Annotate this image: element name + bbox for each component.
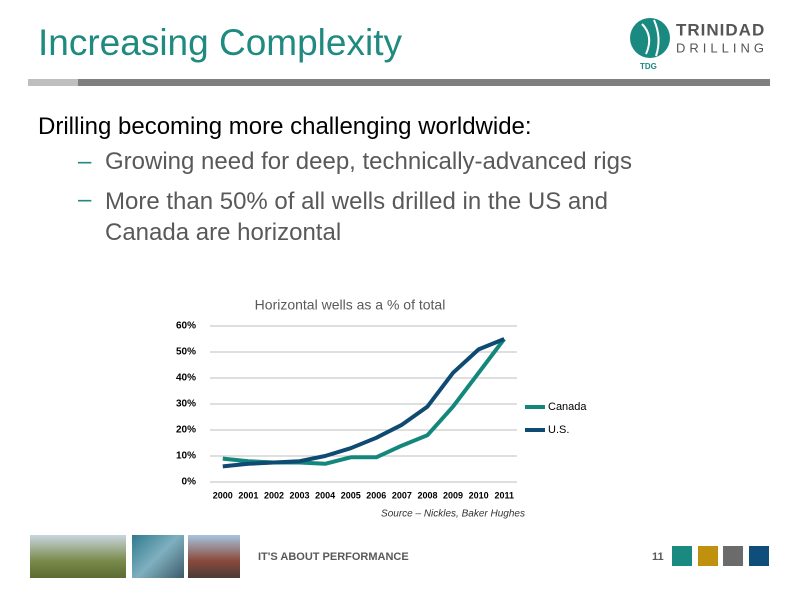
x-tick-label: 2007 xyxy=(392,490,412,500)
x-tick-label: 2006 xyxy=(366,490,386,500)
page-number: 11 xyxy=(652,551,664,563)
x-tick-label: 2011 xyxy=(494,490,514,500)
dash: – xyxy=(78,148,92,175)
x-tick-label: 2009 xyxy=(443,490,463,500)
y-tick-label: 20% xyxy=(176,425,196,436)
x-tick-label: 2008 xyxy=(417,490,437,500)
color-square xyxy=(723,546,743,566)
series-line xyxy=(222,337,505,469)
sub-bullet: More than 50% of all wells drilled in th… xyxy=(105,188,608,246)
bullet: Drilling becoming more challenging world… xyxy=(38,113,532,140)
y-tick-label: 30% xyxy=(176,399,196,410)
x-tick-label: 2001 xyxy=(238,490,258,500)
x-tick-label: 2003 xyxy=(290,490,310,500)
logo-lines xyxy=(641,19,660,57)
y-tick-label: 50% xyxy=(176,347,196,358)
logo-name: TRINIDAD xyxy=(676,20,765,39)
photo xyxy=(132,535,184,578)
slide-title: Increasing Complexity xyxy=(38,22,402,63)
color-square xyxy=(698,546,718,566)
source-note: Source – Nickles, Baker Hughes xyxy=(381,509,525,520)
photo xyxy=(188,535,240,578)
y-tick-label: 60% xyxy=(176,321,196,332)
tagline: IT'S ABOUT PERFORMANCE xyxy=(258,551,409,563)
y-tick-label: 0% xyxy=(182,477,197,488)
color-square xyxy=(672,546,692,566)
title-rule xyxy=(28,79,770,86)
legend-label: U.S. xyxy=(548,424,569,436)
logo: TRINIDAD DRILLING TDG xyxy=(630,18,768,71)
y-tick-label: 40% xyxy=(176,373,196,384)
x-tick-label: 2010 xyxy=(469,490,489,500)
legend-label: Canada xyxy=(548,401,587,413)
logo-tag: TDG xyxy=(640,62,657,71)
logo-subname: DRILLING xyxy=(676,40,768,55)
sub-bullet: Growing need for deep, technically-advan… xyxy=(105,148,632,175)
chart: Horizontal wells as a % of total Source … xyxy=(176,297,587,520)
x-tick-label: 2005 xyxy=(341,490,361,500)
x-tick-label: 2004 xyxy=(315,490,335,500)
x-tick-label: 2002 xyxy=(264,490,284,500)
color-square xyxy=(749,546,769,566)
chart-title: Horizontal wells as a % of total xyxy=(255,297,446,313)
photo xyxy=(30,535,126,578)
x-tick-label: 2000 xyxy=(213,490,233,500)
dash: – xyxy=(78,186,92,213)
y-tick-label: 10% xyxy=(176,451,196,462)
title-rule-accent xyxy=(28,79,78,86)
